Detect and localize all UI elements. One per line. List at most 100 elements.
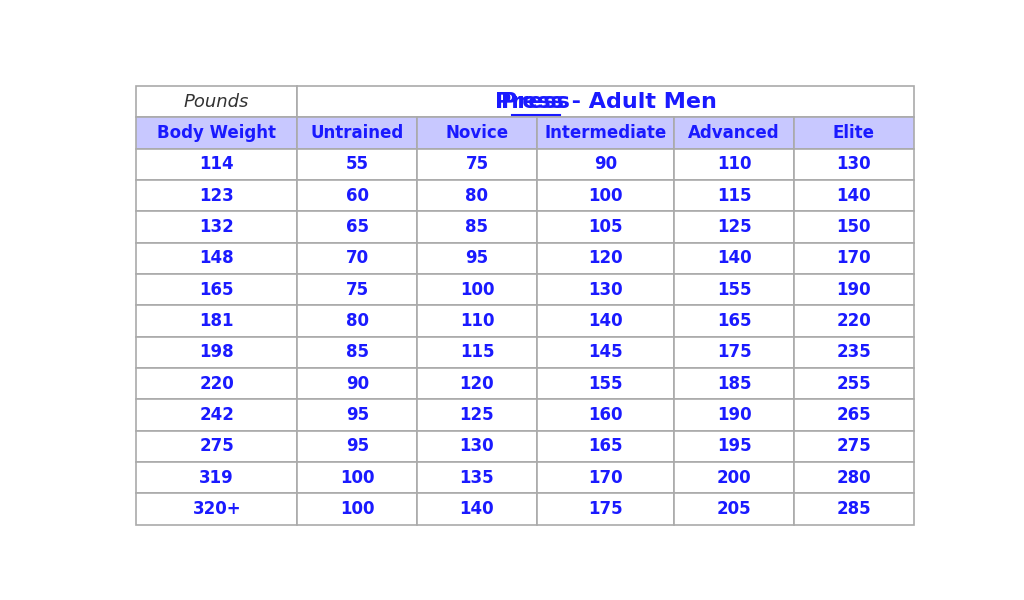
Bar bbox=[537, 305, 675, 337]
Bar bbox=[417, 493, 537, 525]
Bar bbox=[297, 149, 417, 180]
Text: 110: 110 bbox=[460, 312, 495, 330]
Text: 175: 175 bbox=[588, 500, 623, 518]
Bar bbox=[794, 493, 913, 525]
Bar bbox=[297, 242, 417, 274]
Bar bbox=[417, 305, 537, 337]
Bar bbox=[537, 462, 675, 493]
Bar bbox=[537, 274, 675, 305]
Bar bbox=[794, 274, 913, 305]
Bar bbox=[417, 337, 537, 368]
Text: 165: 165 bbox=[200, 281, 233, 299]
Text: Advanced: Advanced bbox=[688, 124, 780, 142]
Text: 75: 75 bbox=[465, 155, 488, 173]
Bar bbox=[297, 180, 417, 211]
Text: Body Weight: Body Weight bbox=[158, 124, 276, 142]
Bar bbox=[537, 431, 675, 462]
Bar bbox=[675, 305, 794, 337]
Bar bbox=[537, 211, 675, 242]
Bar bbox=[136, 462, 297, 493]
Text: 265: 265 bbox=[837, 406, 871, 424]
Bar bbox=[675, 368, 794, 400]
Bar bbox=[136, 149, 297, 180]
Text: 95: 95 bbox=[346, 406, 369, 424]
Text: 100: 100 bbox=[340, 500, 375, 518]
Bar bbox=[417, 400, 537, 431]
Bar bbox=[297, 117, 417, 149]
Text: Untrained: Untrained bbox=[310, 124, 403, 142]
Text: 115: 115 bbox=[460, 343, 495, 361]
Bar bbox=[136, 337, 297, 368]
Text: 140: 140 bbox=[460, 500, 495, 518]
Text: 70: 70 bbox=[346, 249, 369, 267]
Text: 140: 140 bbox=[588, 312, 623, 330]
Text: 130: 130 bbox=[837, 155, 871, 173]
Text: 140: 140 bbox=[717, 249, 752, 267]
Bar bbox=[794, 117, 913, 149]
Text: 125: 125 bbox=[717, 218, 752, 236]
Text: 320+: 320+ bbox=[193, 500, 241, 518]
Bar bbox=[297, 211, 417, 242]
Text: 165: 165 bbox=[717, 312, 752, 330]
Text: 100: 100 bbox=[460, 281, 495, 299]
Bar bbox=[794, 211, 913, 242]
Text: 170: 170 bbox=[588, 469, 623, 487]
Bar bbox=[136, 180, 297, 211]
Text: 85: 85 bbox=[466, 218, 488, 236]
Bar bbox=[417, 368, 537, 400]
Bar bbox=[136, 117, 297, 149]
Bar bbox=[794, 180, 913, 211]
Bar bbox=[675, 400, 794, 431]
Text: Novice: Novice bbox=[445, 124, 509, 142]
Text: 255: 255 bbox=[837, 374, 871, 392]
Text: 150: 150 bbox=[837, 218, 871, 236]
Bar bbox=[675, 274, 794, 305]
Bar bbox=[794, 337, 913, 368]
Text: 60: 60 bbox=[346, 187, 369, 205]
Text: 205: 205 bbox=[717, 500, 752, 518]
Bar bbox=[794, 368, 913, 400]
Bar bbox=[675, 117, 794, 149]
Text: 185: 185 bbox=[717, 374, 752, 392]
Bar bbox=[675, 242, 794, 274]
Text: 190: 190 bbox=[717, 406, 752, 424]
Text: 100: 100 bbox=[340, 469, 375, 487]
Text: 80: 80 bbox=[346, 312, 369, 330]
Text: Pounds: Pounds bbox=[184, 92, 250, 110]
Text: Press - Adult Men: Press - Adult Men bbox=[495, 92, 717, 112]
Bar bbox=[297, 337, 417, 368]
Bar bbox=[417, 211, 537, 242]
Bar bbox=[675, 462, 794, 493]
Text: 80: 80 bbox=[466, 187, 488, 205]
Text: 160: 160 bbox=[589, 406, 623, 424]
Text: 198: 198 bbox=[200, 343, 234, 361]
Bar bbox=[537, 400, 675, 431]
Bar bbox=[417, 242, 537, 274]
Bar bbox=[537, 242, 675, 274]
Text: 130: 130 bbox=[460, 437, 495, 455]
Bar bbox=[537, 149, 675, 180]
Text: 123: 123 bbox=[200, 187, 234, 205]
Bar bbox=[537, 180, 675, 211]
Text: 120: 120 bbox=[460, 374, 495, 392]
Bar bbox=[136, 211, 297, 242]
Bar bbox=[675, 180, 794, 211]
Bar bbox=[136, 305, 297, 337]
Bar bbox=[675, 493, 794, 525]
Text: 125: 125 bbox=[460, 406, 495, 424]
Bar bbox=[794, 462, 913, 493]
Bar bbox=[675, 337, 794, 368]
Text: 220: 220 bbox=[837, 312, 871, 330]
Bar bbox=[297, 274, 417, 305]
Bar bbox=[297, 493, 417, 525]
Text: 280: 280 bbox=[837, 469, 871, 487]
Text: Intermediate: Intermediate bbox=[545, 124, 667, 142]
Text: 200: 200 bbox=[717, 469, 752, 487]
Bar bbox=[297, 86, 913, 117]
Bar bbox=[675, 149, 794, 180]
Bar bbox=[417, 117, 537, 149]
Bar bbox=[297, 368, 417, 400]
Bar bbox=[537, 368, 675, 400]
Text: 115: 115 bbox=[717, 187, 752, 205]
Text: 55: 55 bbox=[346, 155, 369, 173]
